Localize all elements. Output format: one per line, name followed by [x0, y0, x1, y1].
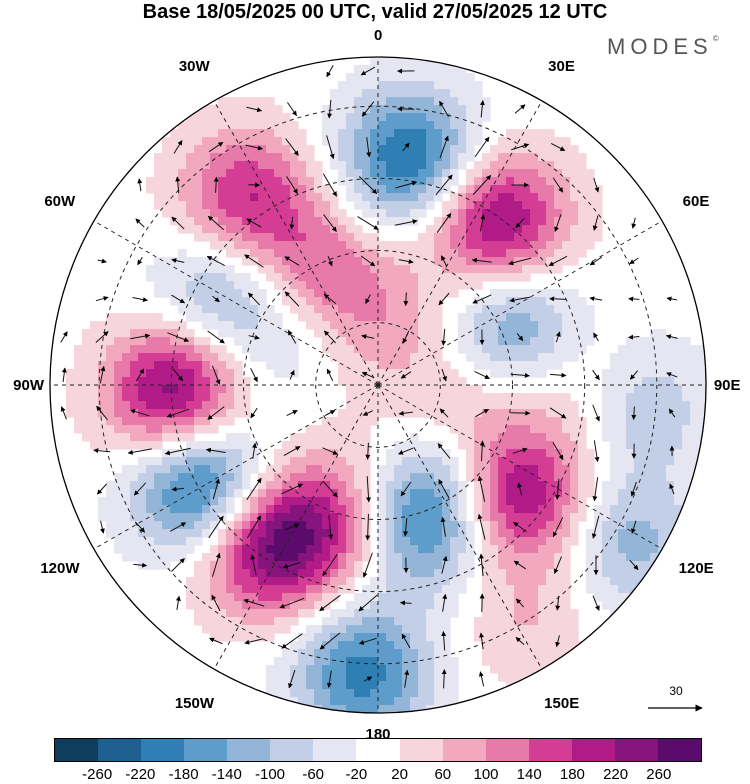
120w-label: 120W: [40, 560, 79, 577]
polar-map: [0, 0, 750, 735]
0-label: 0: [374, 27, 382, 44]
colorbar: [54, 738, 702, 762]
colorbar-segment: [658, 739, 701, 761]
colorbar-segment: [313, 739, 356, 761]
colorbar-segment: [615, 739, 658, 761]
colorbar-segment: [400, 739, 443, 761]
colorbar-tick-label: -180: [169, 766, 199, 783]
colorbar-tick-label: -100: [255, 766, 285, 783]
colorbar-segment: [443, 739, 486, 761]
90e-label: 90E: [714, 377, 741, 394]
colorbar-segment: [55, 739, 98, 761]
colorbar-segment: [98, 739, 141, 761]
colorbar-tick-label: 180: [560, 766, 585, 783]
colorbar-segment: [141, 739, 184, 761]
colorbar-segment: [486, 739, 529, 761]
30e-label: 30E: [548, 58, 575, 75]
colorbar-tick-label: 20: [391, 766, 408, 783]
colorbar-tick-label: 100: [473, 766, 498, 783]
colorbar-tick-label: 60: [434, 766, 451, 783]
colorbar-segment: [227, 739, 270, 761]
colorbar-tick-label: -260: [82, 766, 112, 783]
150e-label: 150E: [544, 695, 579, 712]
colorbar-tick-label: 220: [603, 766, 628, 783]
colorbar-tick-label: -140: [212, 766, 242, 783]
colorbar-segment: [184, 739, 227, 761]
colorbar-tick-label: 140: [517, 766, 542, 783]
60e-label: 60E: [683, 193, 710, 210]
90w-label: 90W: [13, 377, 44, 394]
60w-label: 60W: [44, 193, 75, 210]
colorbar-ticks: -260 -220 -180 -140 -100 -60 -20 20 60 100 140 180 2…: [54, 766, 702, 784]
colorbar-tick-label: -220: [125, 766, 155, 783]
colorbar-segment: [270, 739, 313, 761]
vector-reference: 30: [646, 684, 706, 724]
30w-label: 30W: [179, 58, 210, 75]
colorbar-segment: [572, 739, 615, 761]
colorbar-segment: [356, 739, 399, 761]
120e-label: 120E: [679, 560, 714, 577]
colorbar-tick-label: -60: [302, 766, 324, 783]
colorbar-segment: [529, 739, 572, 761]
colorbar-tick-label: 260: [646, 766, 671, 783]
150w-label: 150W: [175, 695, 214, 712]
colorbar-tick-label: -20: [346, 766, 368, 783]
